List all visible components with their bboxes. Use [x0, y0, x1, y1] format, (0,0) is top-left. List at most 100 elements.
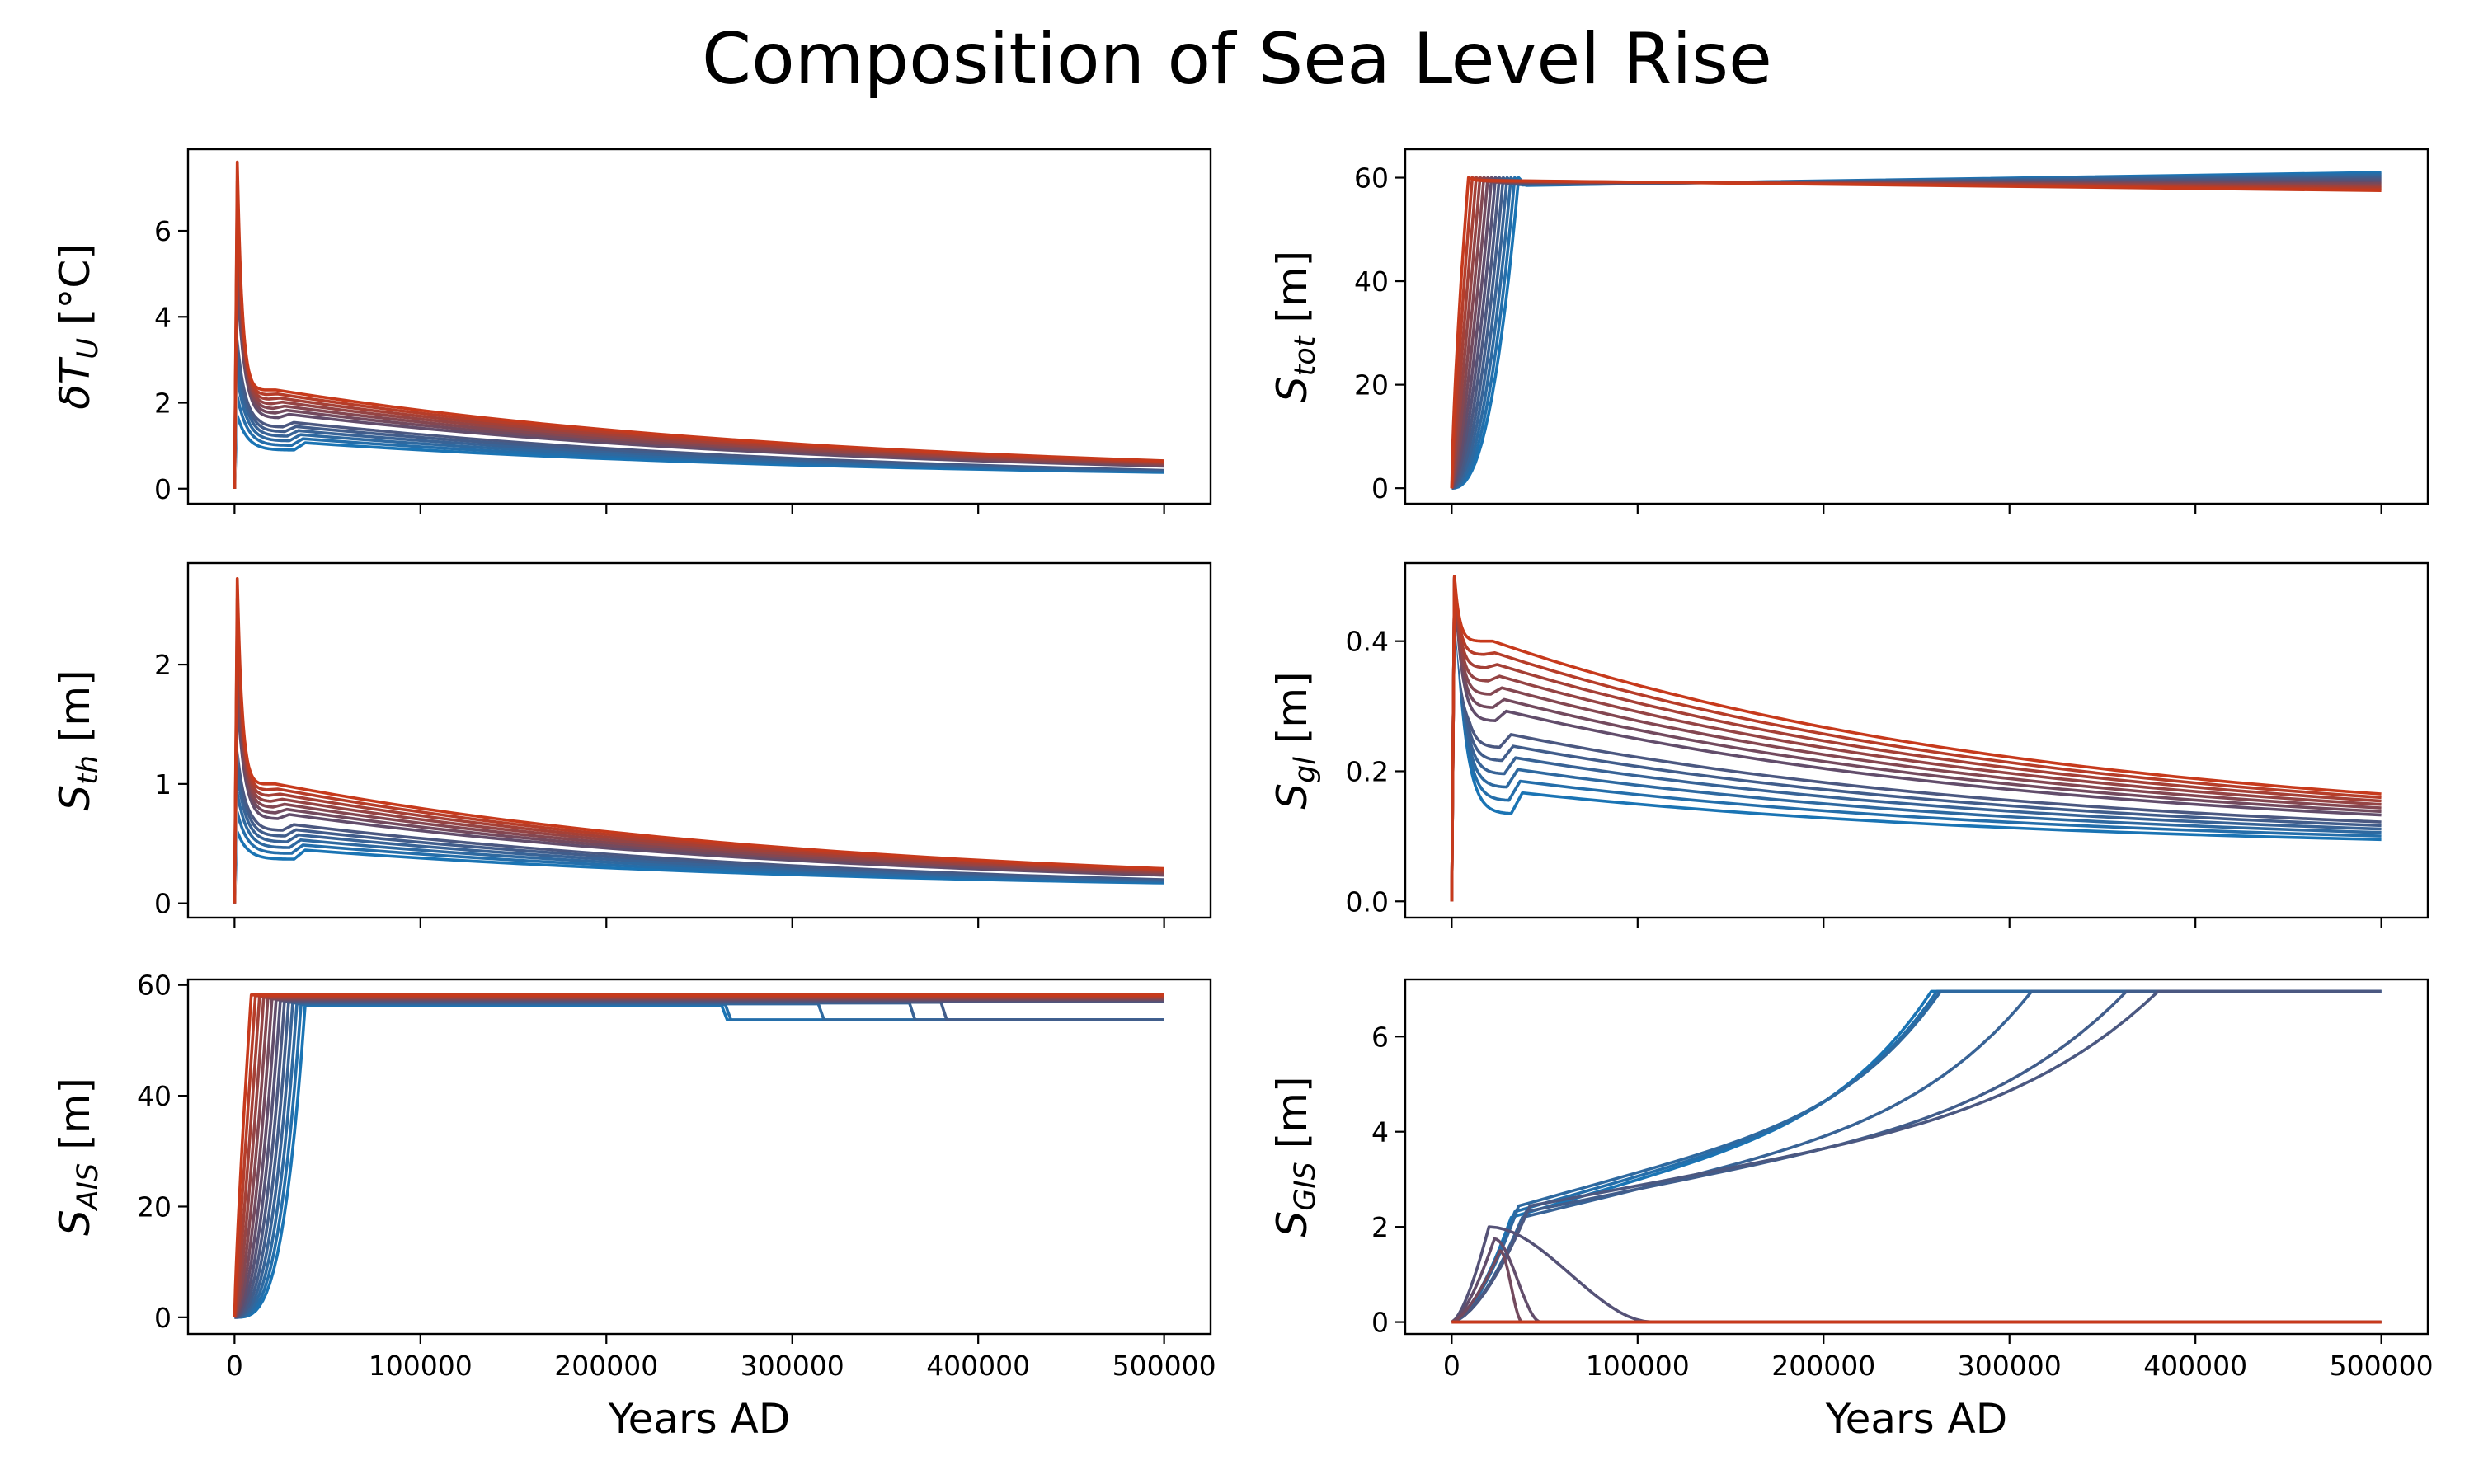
series-line-10: [1450, 576, 2382, 902]
series-line-4: [1451, 989, 2382, 1324]
panel-bottom-left: 0 100000 200000 300000 400000 500000 0 20 40 60 Ye…: [51, 970, 1216, 1443]
series-line-12: [1450, 176, 2382, 489]
series-line-14: [233, 160, 1164, 489]
panel-top-left: 0 2 4 6 δTU [°C]: [51, 148, 1212, 514]
series-line-2: [233, 810, 1164, 904]
figure-title: Composition of Sea Level Rise: [702, 18, 1772, 101]
panel-middle-right: 0.0 0.2 0.4 Sgl [m]: [1268, 561, 2429, 928]
series-line-11: [233, 996, 1164, 1318]
x-axis-label: Years AD: [1825, 1395, 2008, 1443]
axes-frame: [186, 561, 1212, 919]
series-line-5: [234, 1000, 1164, 1319]
series-line-11: [1450, 176, 2382, 489]
y-tick-label: 20: [137, 1190, 172, 1223]
y-tick-label: 6: [154, 215, 172, 247]
series-line-8: [233, 998, 1164, 1319]
y-axis-label: Sgl [m]: [1268, 671, 1322, 809]
series-line-1: [233, 830, 1164, 904]
series-line-6: [234, 999, 1164, 1319]
y-tick-label: 60: [137, 970, 172, 1002]
y-tick-label: 40: [137, 1080, 172, 1112]
series-line-1: [234, 1003, 1164, 1319]
x-axis-label: Years AD: [608, 1395, 791, 1443]
series-line-7: [1451, 176, 2382, 490]
x-tick-label: 0: [226, 1350, 243, 1382]
x-tick-label: 200000: [1771, 1350, 1875, 1382]
series-line-3: [233, 791, 1164, 904]
x-tick-label: 0: [1443, 1350, 1460, 1382]
x-tick-label: 200000: [554, 1350, 658, 1382]
x-tick-label: 100000: [1586, 1350, 1690, 1382]
series-line-4: [234, 1001, 1164, 1319]
series-line-13: [233, 994, 1164, 1317]
series-line-5: [233, 336, 1164, 489]
y-tick-label: 2: [154, 387, 172, 420]
x-tick-label: 400000: [926, 1350, 1030, 1382]
y-tick-label: 0.4: [1346, 626, 1389, 658]
x-tick-label: 300000: [1958, 1350, 2062, 1382]
series-line-6: [233, 732, 1164, 904]
x-tick-label: 100000: [369, 1350, 473, 1382]
axes-frame: [1404, 978, 2429, 1336]
series-group: [233, 577, 1164, 904]
series-line-6: [1451, 989, 2382, 1324]
y-axis-label: Stot [m]: [1268, 251, 1322, 402]
series-line-5: [1451, 176, 2382, 490]
y-tick-label: 40: [1354, 265, 1389, 298]
series-line-7: [1451, 1225, 2382, 1324]
series-group: [233, 160, 1164, 489]
y-tick-label: 0: [154, 473, 172, 505]
series-line-5: [1451, 989, 2382, 1324]
y-tick-label: 0: [154, 888, 172, 920]
series-line-9: [233, 997, 1164, 1319]
series-line-3: [234, 1002, 1164, 1319]
y-tick-label: 4: [1371, 1116, 1389, 1148]
y-tick-label: 0: [1371, 472, 1389, 505]
series-line-13: [1450, 575, 2382, 902]
series-line-2: [1450, 580, 2382, 902]
series-line-4: [233, 772, 1164, 904]
series-group: [1450, 171, 2382, 490]
y-tick-label: 4: [154, 301, 172, 333]
series-line-8: [1450, 176, 2382, 490]
series-line-14: [233, 993, 1164, 1317]
y-tick-label: 1: [154, 768, 172, 801]
series-line-6: [1451, 176, 2382, 490]
axes-frame: [186, 978, 1212, 1336]
y-axis-label: SGIS [m]: [1268, 1076, 1322, 1237]
series-line-12: [233, 995, 1164, 1318]
y-tick-label: 0.2: [1346, 755, 1389, 787]
series-line-1: [233, 414, 1164, 489]
series-line-7: [233, 998, 1164, 1319]
x-tick-label: 500000: [2330, 1350, 2434, 1382]
y-axis-label: δTU [°C]: [51, 243, 105, 410]
series-line-14: [1450, 575, 2382, 902]
series-line-9: [1451, 1249, 2382, 1324]
series-line-5: [1450, 579, 2382, 902]
axes-frame: [1404, 148, 2429, 505]
series-group: [1450, 575, 2382, 902]
y-tick-label: 6: [1371, 1021, 1389, 1053]
x-tick-label: 400000: [2143, 1350, 2247, 1382]
series-line-4: [233, 355, 1164, 489]
series-line-8: [1450, 577, 2382, 902]
series-line-1: [1451, 171, 2382, 490]
series-line-13: [1450, 176, 2382, 489]
series-line-2: [1451, 989, 2382, 1324]
series-line-3: [1451, 173, 2382, 490]
series-line-11: [1450, 575, 2382, 902]
x-tick-label: 300000: [741, 1350, 844, 1382]
y-axis-label: SAIS [m]: [51, 1078, 105, 1236]
series-line-8: [1451, 1237, 2382, 1324]
series-line-14: [1450, 176, 2382, 489]
series-line-3: [1450, 580, 2382, 902]
y-tick-label: 0: [1371, 1307, 1389, 1339]
series-line-1: [1451, 989, 2382, 1324]
series-line-2: [234, 1003, 1164, 1319]
series-line-12: [1450, 575, 2382, 902]
y-tick-label: 20: [1354, 369, 1389, 402]
series-line-2: [1451, 172, 2382, 490]
panel-top-right: 0 20 40 60 Stot [m]: [1268, 148, 2429, 514]
series-line-3: [1451, 989, 2382, 1324]
